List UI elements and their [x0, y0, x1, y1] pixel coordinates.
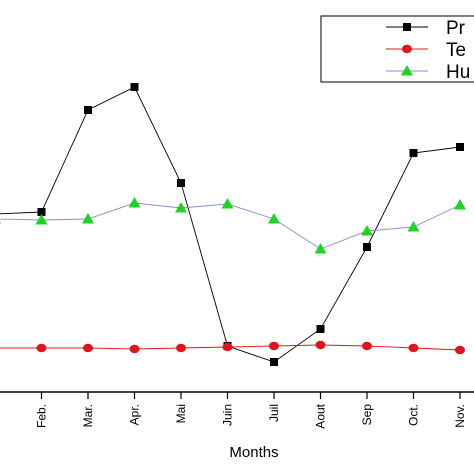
data-point — [456, 143, 464, 151]
data-point — [407, 221, 420, 232]
series-lines — [0, 86, 461, 363]
data-point — [0, 221, 1, 224]
data-point — [37, 208, 46, 216]
data-point — [221, 198, 234, 209]
data-point — [130, 83, 139, 91]
data-point — [268, 213, 280, 224]
x-tick-label: Nov. — [453, 404, 467, 428]
x-ticks: Jan. Feb. Mar. Apr. Mai Juin Juil Aout Sep Oct. No… — [0, 392, 467, 429]
data-point — [454, 199, 466, 210]
x-tick-label: Oct. — [407, 404, 421, 426]
data-point — [177, 179, 185, 187]
legend-marker — [402, 44, 412, 54]
data-point — [314, 243, 327, 254]
series-line — [0, 86, 461, 363]
data-point — [84, 106, 92, 114]
data-point — [409, 149, 418, 157]
x-tick-label: Juin — [221, 404, 235, 426]
data-point — [35, 214, 48, 225]
series-line — [0, 202, 461, 250]
series-markers — [0, 83, 466, 366]
data-point — [128, 197, 141, 208]
data-point — [316, 325, 325, 333]
x-tick-label: Feb. — [35, 404, 49, 428]
legend-marker — [403, 23, 411, 31]
legend-label: Te — [446, 40, 466, 61]
x-tick-label: Apr. — [128, 404, 142, 425]
data-point — [363, 243, 371, 251]
plot-area: Jan. Feb. Mar. Apr. Mai Juin Juil Aout Sep Oct. No… — [0, 83, 474, 429]
x-axis-title: Months — [229, 444, 278, 461]
data-point — [83, 343, 93, 353]
data-point — [36, 343, 47, 353]
x-tick-label: Aout — [314, 403, 328, 428]
data-point — [408, 343, 419, 353]
data-point — [82, 213, 94, 224]
legend-marker — [401, 65, 413, 76]
x-tick-label: Sep — [360, 404, 374, 426]
data-point — [269, 341, 279, 351]
x-tick-label: Jan. — [0, 404, 2, 427]
data-point — [175, 202, 187, 213]
data-point — [222, 342, 233, 352]
x-tick-label: Mai — [174, 404, 188, 423]
legend-label: Hu — [446, 62, 470, 83]
data-point — [176, 343, 186, 353]
x-tick-label: Mar. — [81, 404, 95, 427]
data-point — [455, 345, 465, 355]
data-point — [361, 225, 373, 236]
data-point — [129, 344, 140, 354]
data-point — [362, 341, 372, 351]
data-point — [315, 340, 326, 350]
x-tick-label: Juil — [267, 404, 281, 422]
legend-label: Pr — [446, 18, 466, 39]
data-point — [270, 358, 278, 366]
